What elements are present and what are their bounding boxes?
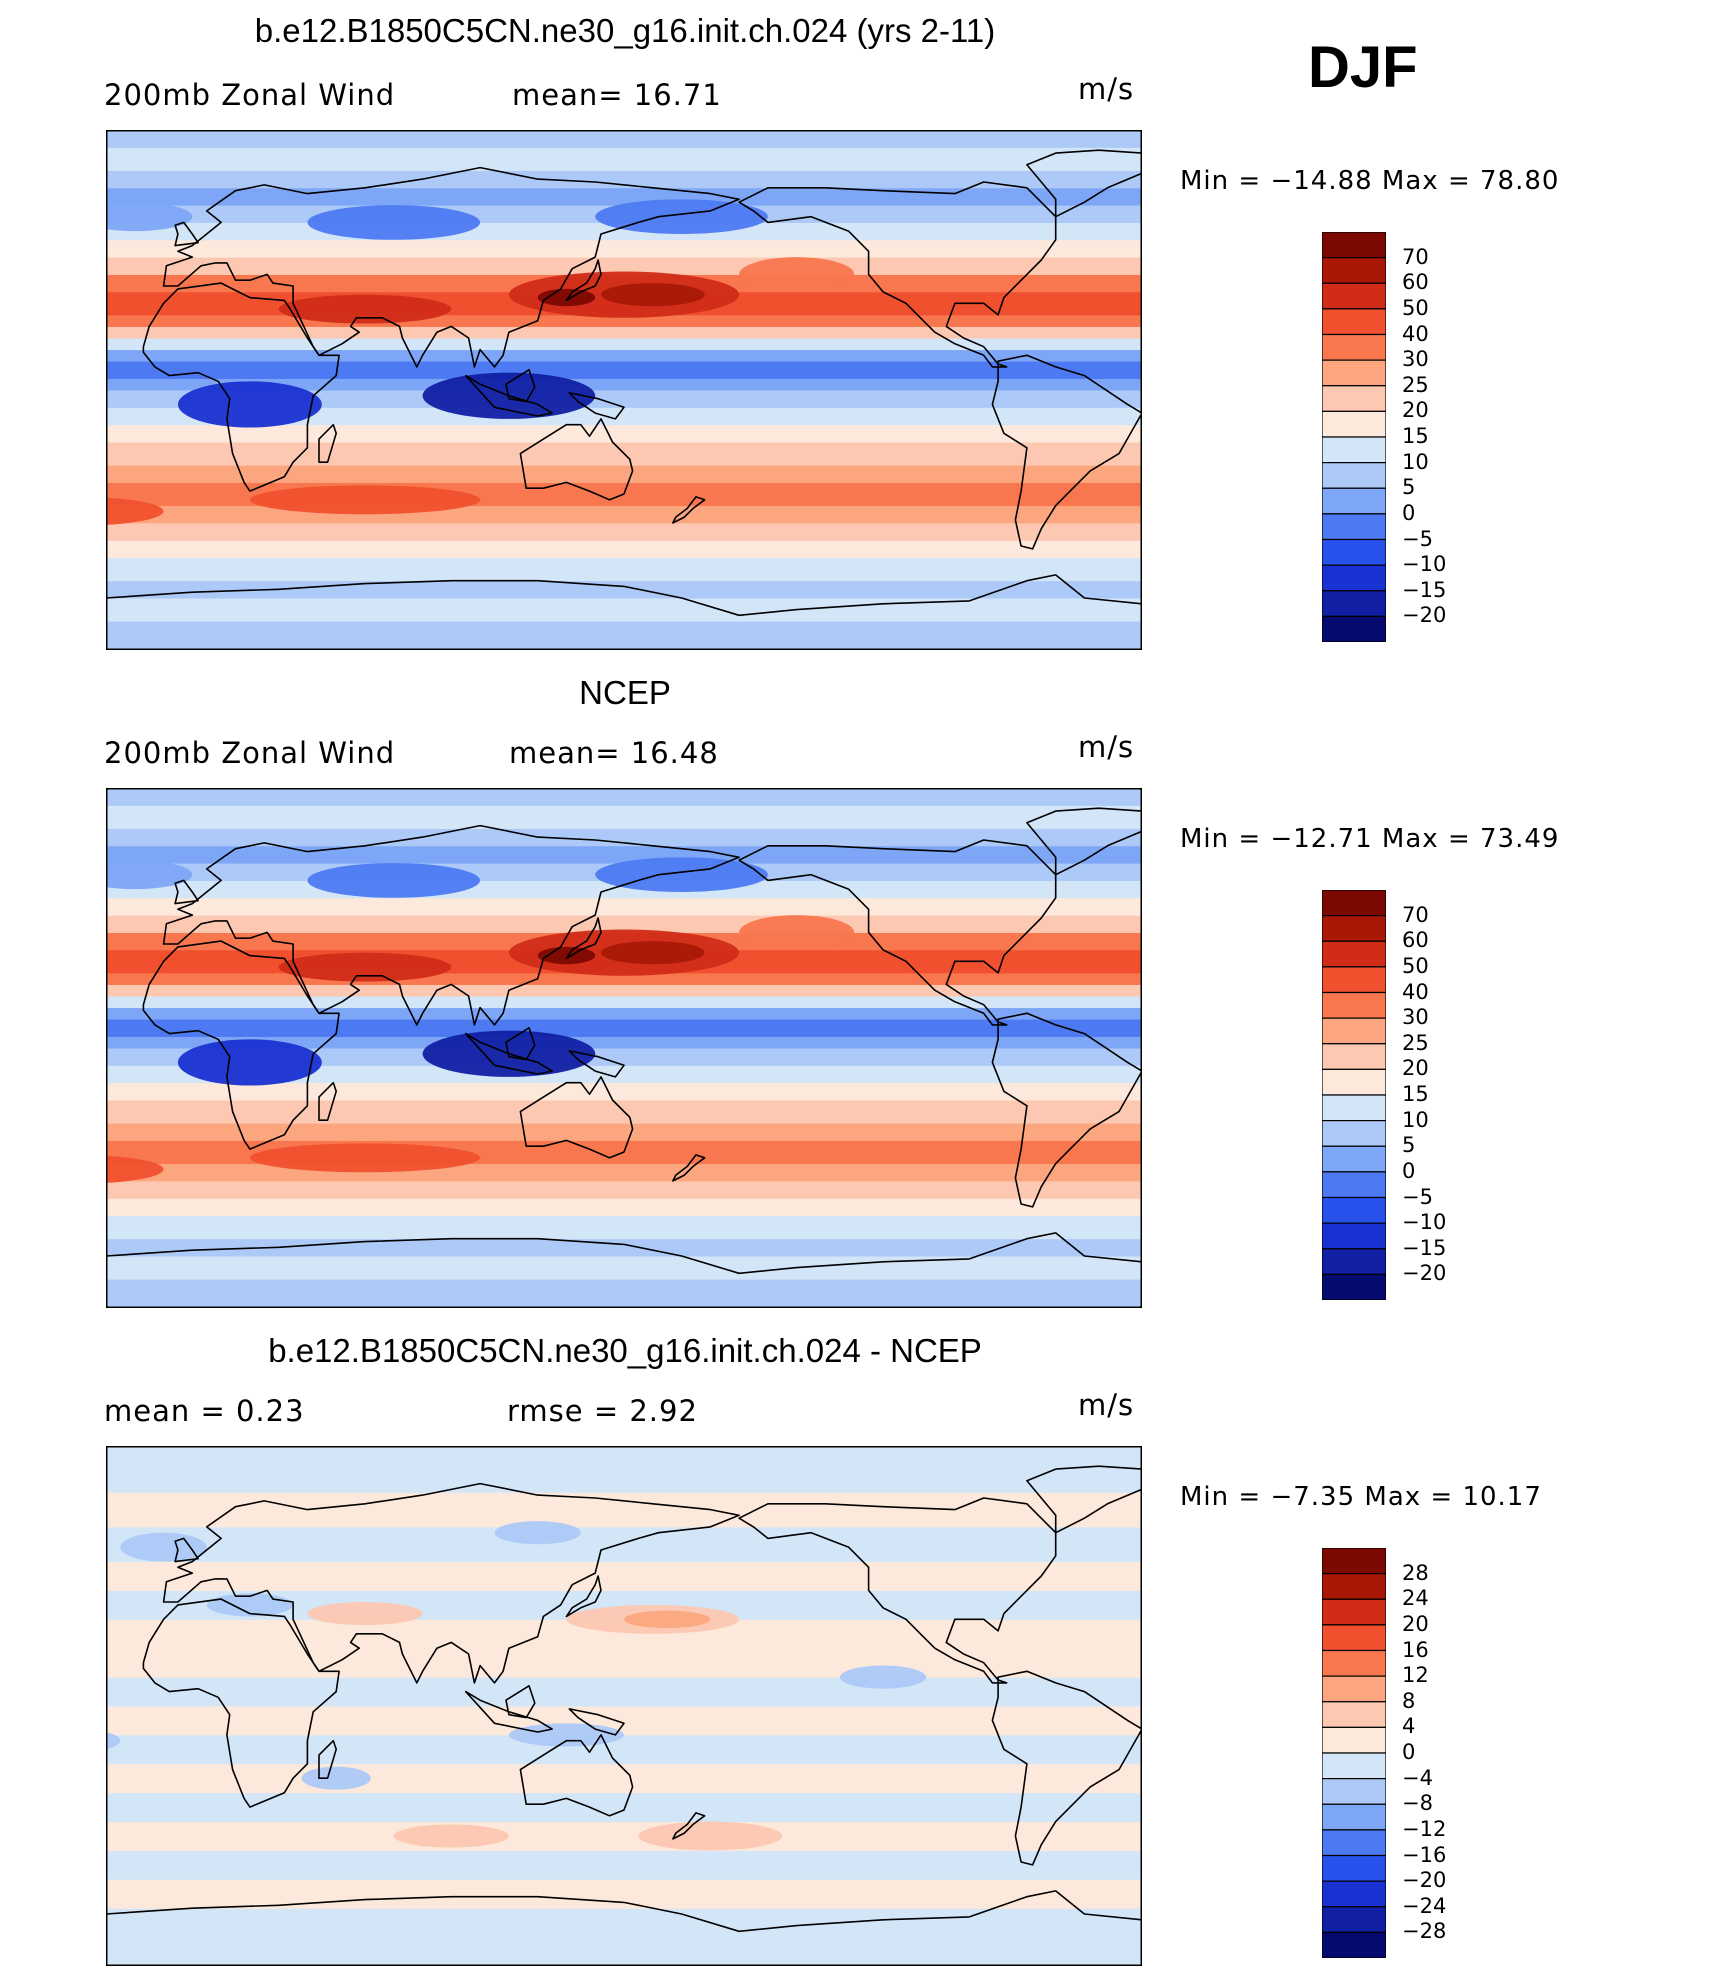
panel-3-map xyxy=(106,1446,1142,1966)
panel-1-colorbar xyxy=(1322,232,1386,642)
panel-3-units: m/s xyxy=(1078,1388,1135,1422)
panel-1-minmax: Min = −14.88 Max = 78.80 xyxy=(1180,166,1560,196)
colorbar-tick-label: 16 xyxy=(1402,1637,1429,1662)
colorbar-tick-label: −4 xyxy=(1402,1765,1433,1790)
colorbar-tick-label: −5 xyxy=(1402,1184,1433,1209)
panel-2-minmax: Min = −12.71 Max = 73.49 xyxy=(1180,824,1560,854)
colorbar-tick-label: 5 xyxy=(1402,1133,1416,1158)
colorbar-tick-label: −15 xyxy=(1402,577,1447,602)
colorbar-tick-label: 60 xyxy=(1402,270,1429,295)
colorbar-tick-label: 40 xyxy=(1402,979,1429,1004)
colorbar-tick-label: 12 xyxy=(1402,1663,1429,1688)
colorbar-tick-label: 60 xyxy=(1402,928,1429,953)
panel-1-mean-label: mean= 16.71 xyxy=(512,78,722,112)
colorbar-tick-label: 15 xyxy=(1402,1082,1429,1106)
colorbar-tick-label: 0 xyxy=(1402,1158,1416,1183)
colorbar-tick-label: 25 xyxy=(1402,372,1429,397)
colorbar-tick-label: 50 xyxy=(1402,295,1429,320)
colorbar-tick-label: −20 xyxy=(1402,603,1447,628)
panel-2-variable-label: 200mb Zonal Wind xyxy=(104,736,396,770)
colorbar-tick-label: −28 xyxy=(1402,1919,1447,1944)
panel-3-title: b.e12.B1850C5CN.ne30_g16.init.ch.024 - N… xyxy=(268,1332,982,1369)
colorbar-tick-label: −16 xyxy=(1402,1842,1447,1867)
colorbar-tick-label: 20 xyxy=(1402,398,1429,423)
colorbar-tick-label: 8 xyxy=(1402,1688,1416,1713)
panel-3-colorbar xyxy=(1322,1548,1386,1958)
panel-3-mean-label: mean = 0.23 xyxy=(104,1394,305,1428)
panel-1-units: m/s xyxy=(1078,72,1135,106)
panel-3-rmse-label: rmse = 2.92 xyxy=(507,1394,698,1428)
colorbar-tick-label: 20 xyxy=(1402,1611,1429,1636)
colorbar-tick-label: −24 xyxy=(1402,1893,1447,1918)
colorbar-tick-label: 0 xyxy=(1402,1740,1416,1764)
colorbar-tick-label: −8 xyxy=(1402,1791,1433,1816)
panel-2-map xyxy=(106,788,1142,1308)
panel-1-map xyxy=(106,130,1142,650)
colorbar-tick-label: 4 xyxy=(1402,1714,1416,1739)
colorbar-tick-label: 30 xyxy=(1402,347,1429,372)
panel-1-variable-label: 200mb Zonal Wind xyxy=(104,78,396,112)
panel-3-minmax: Min = −7.35 Max = 10.17 xyxy=(1180,1482,1542,1512)
colorbar-tick-label: −20 xyxy=(1402,1868,1447,1893)
colorbar-tick-label: −5 xyxy=(1402,526,1433,551)
colorbar-tick-label: 70 xyxy=(1402,244,1429,269)
colorbar-tick-label: 70 xyxy=(1402,902,1429,927)
colorbar-tick-label: 15 xyxy=(1402,424,1429,448)
colorbar-tick-label: 28 xyxy=(1402,1560,1429,1585)
colorbar-tick-label: 25 xyxy=(1402,1030,1429,1055)
season-label: DJF xyxy=(1308,35,1418,100)
colorbar-tick-label: 20 xyxy=(1402,1056,1429,1081)
colorbar-tick-label: 0 xyxy=(1402,500,1416,525)
panel-2-units: m/s xyxy=(1078,730,1135,764)
panel-2-colorbar xyxy=(1322,890,1386,1300)
colorbar-tick-label: −15 xyxy=(1402,1235,1447,1260)
colorbar-tick-label: −10 xyxy=(1402,1210,1447,1235)
colorbar-tick-label: 50 xyxy=(1402,953,1429,978)
colorbar-tick-label: 30 xyxy=(1402,1005,1429,1030)
panel-1-title: b.e12.B1850C5CN.ne30_g16.init.ch.024 (yr… xyxy=(254,12,996,49)
colorbar-tick-label: −20 xyxy=(1402,1261,1447,1286)
colorbar-tick-label: 10 xyxy=(1402,1107,1429,1132)
colorbar-tick-label: −12 xyxy=(1402,1816,1447,1841)
colorbar-tick-label: 10 xyxy=(1402,449,1429,474)
colorbar-tick-label: 5 xyxy=(1402,475,1416,500)
colorbar-tick-label: 40 xyxy=(1402,321,1429,346)
colorbar-tick-label: 24 xyxy=(1402,1586,1429,1611)
panel-2-mean-label: mean= 16.48 xyxy=(509,736,719,770)
colorbar-tick-label: −10 xyxy=(1402,552,1447,577)
panel-2-title: NCEP xyxy=(579,674,671,711)
